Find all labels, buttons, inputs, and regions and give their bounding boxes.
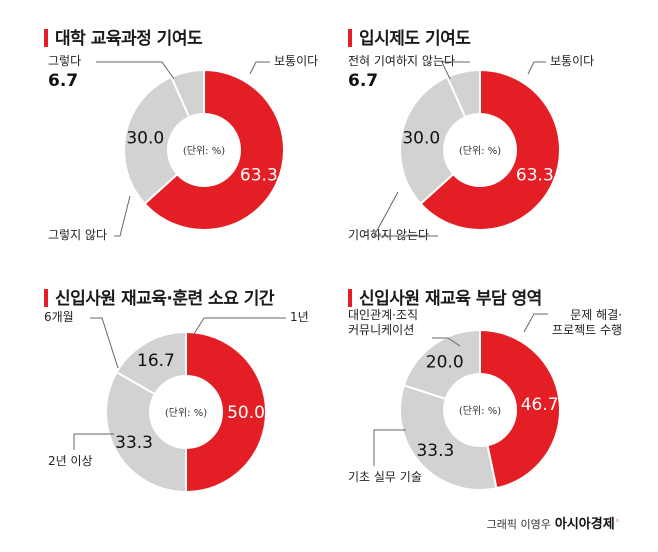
slice-value-label-1: 30.0 xyxy=(126,129,164,149)
leader-line-0 xyxy=(523,313,548,333)
chart-panel-4: 신입사원 재교육 부담 영역 46.7 33.3 20.0 (단위: %) 문제 해결… xyxy=(348,284,658,544)
donut-slice-1 xyxy=(399,384,498,491)
leader-line-0 xyxy=(249,61,270,75)
slice-value-label-0: 46.7 xyxy=(521,395,559,415)
slice-value-label-0: 50.0 xyxy=(227,403,265,423)
leader-line-2 xyxy=(432,337,461,347)
donut-chart: 63.3 30.0 (단위: %) xyxy=(123,68,285,231)
leader-lines xyxy=(96,61,270,237)
slice-value-outer-2: 6.7 xyxy=(348,71,379,91)
chart-panel-1: 대학 교육과정 기여도 63.3 30.0 (단위: %) 보통이다 그렇다 6.7… xyxy=(44,24,364,284)
chart-title: 신입사원 재교육 부담 영역 xyxy=(348,284,542,309)
leader-line-1 xyxy=(73,433,114,450)
leader-line-2 xyxy=(441,61,470,80)
credit-text: 그래픽 이영우 xyxy=(486,518,551,531)
slice-value-label-2: 16.7 xyxy=(137,351,175,371)
donut-slice-0 xyxy=(479,328,561,490)
donut-chart: 63.3 30.0 (단위: %) xyxy=(399,68,561,231)
slice-label-2: 전혀 기여하지 않는다 xyxy=(348,54,455,68)
center-unit-label: (단위: %) xyxy=(459,404,501,417)
slice-value-label-1: 33.3 xyxy=(416,441,454,461)
slice-value-label-2: 20.0 xyxy=(426,352,464,372)
chart-title: 입시제도 기여도 xyxy=(348,24,471,49)
slice-label-1: 기여하지 않는다 xyxy=(348,228,430,242)
slice-label-2: 6개월 xyxy=(44,310,74,324)
credit-line: 그래픽 이영우 아시아경제◦ xyxy=(487,513,620,532)
leader-line-2 xyxy=(90,317,119,369)
chart-title: 신입사원 재교육·훈련 소요 기간 xyxy=(44,284,275,309)
donut-slice-2 xyxy=(445,68,481,119)
center-unit-label: (단위: %) xyxy=(165,406,207,419)
donut-slice-0 xyxy=(419,68,561,231)
slice-value-label-0: 63.3 xyxy=(240,165,278,185)
donut-chart: 46.7 33.3 20.0 (단위: %) xyxy=(399,328,561,491)
center-unit-label: (단위: %) xyxy=(459,144,501,157)
slice-label-2: 대인관계·조직 커뮤니케이션 xyxy=(348,308,419,337)
leader-line-1 xyxy=(114,195,131,237)
chart-title-text: 신입사원 재교육 부담 영역 xyxy=(359,289,542,309)
brand-logo-text: 아시아경제 xyxy=(554,517,615,532)
donut-slice-0 xyxy=(185,330,267,494)
donut-slice-0 xyxy=(143,68,285,231)
leader-line-1 xyxy=(373,191,438,237)
slice-label-1: 그렇지 않다 xyxy=(48,228,108,242)
chart-panel-2: 입시제도 기여도 63.3 30.0 (단위: %) 보통이다 전혀 기여하지 않는… xyxy=(348,24,658,284)
title-accent-bar xyxy=(44,289,48,307)
brand-mark-icon: ◦ xyxy=(614,517,620,527)
chart-title: 대학 교육과정 기여도 xyxy=(44,24,203,49)
leader-line-0 xyxy=(193,317,286,335)
donut-slice-2 xyxy=(115,330,187,396)
title-accent-bar xyxy=(348,289,352,307)
slice-value-outer-2: 6.7 xyxy=(48,71,79,91)
leader-lines xyxy=(373,313,548,466)
leader-line-2 xyxy=(96,61,175,80)
donut-slice-1 xyxy=(123,75,191,206)
slice-value-label-0: 63.3 xyxy=(516,165,554,185)
title-accent-bar xyxy=(348,29,352,47)
donut-slice-2 xyxy=(402,328,481,401)
chart-panel-3: 신입사원 재교육·훈련 소요 기간 50.0 33.3 16.7 (단위: %) 1년… xyxy=(44,284,364,544)
leader-lines xyxy=(373,61,546,237)
donut-slice-1 xyxy=(399,75,467,206)
leader-line-0 xyxy=(527,61,546,75)
chart-title-text: 대학 교육과정 기여도 xyxy=(55,29,203,49)
slice-value-label-1: 33.3 xyxy=(115,433,153,453)
slice-label-1: 2년 이상 xyxy=(48,454,93,468)
slice-label-0: 보통이다 xyxy=(550,54,595,68)
donut-chart: 50.0 33.3 16.7 (단위: %) xyxy=(105,330,267,494)
slice-label-0: 1년 xyxy=(290,310,309,324)
slice-label-2: 그렇다 xyxy=(48,54,82,68)
center-unit-label: (단위: %) xyxy=(183,144,225,157)
chart-title-text: 신입사원 재교육·훈련 소요 기간 xyxy=(55,289,275,309)
leader-line-1 xyxy=(373,429,406,466)
donut-slice-1 xyxy=(105,370,187,494)
slice-label-1: 기초 실무 기술 xyxy=(348,470,422,484)
slice-label-0: 보통이다 xyxy=(274,54,319,68)
slice-label-0: 문제 해결· 프로젝트 수행 xyxy=(552,308,623,337)
chart-title-text: 입시제도 기여도 xyxy=(359,29,471,49)
leader-lines xyxy=(73,317,286,450)
slice-value-label-1: 30.0 xyxy=(402,129,440,149)
title-accent-bar xyxy=(44,29,48,47)
donut-slice-2 xyxy=(169,68,205,119)
